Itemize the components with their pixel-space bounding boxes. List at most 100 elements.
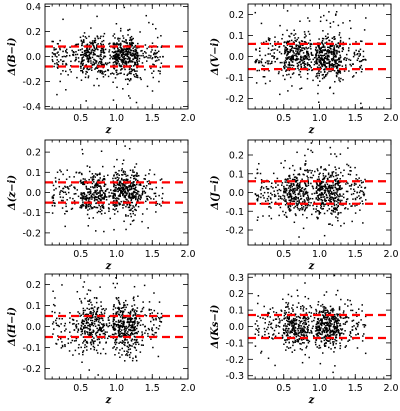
scatter-point bbox=[140, 195, 142, 197]
scatter-point bbox=[85, 205, 87, 207]
scatter-point bbox=[99, 185, 101, 188]
scatter-point bbox=[61, 63, 64, 65]
scatter-point bbox=[80, 179, 82, 182]
scatter-point bbox=[101, 308, 103, 311]
scatter-point bbox=[328, 51, 331, 54]
scatter-point bbox=[338, 58, 341, 60]
scatter-point bbox=[125, 306, 127, 309]
scatter-point bbox=[130, 185, 132, 188]
scatter-point bbox=[286, 184, 288, 186]
scatter-point bbox=[136, 47, 139, 49]
x-tick-label: 2.0 bbox=[383, 113, 398, 124]
scatter-point bbox=[321, 187, 324, 189]
scatter-point bbox=[117, 324, 120, 327]
scatter-point bbox=[104, 352, 107, 355]
scatter-point bbox=[312, 79, 314, 82]
scatter-point bbox=[135, 50, 137, 52]
scatter-point bbox=[315, 61, 318, 63]
scatter-point bbox=[104, 333, 107, 336]
scatter-point bbox=[359, 53, 361, 55]
scatter-point bbox=[288, 73, 290, 76]
scatter-point bbox=[127, 53, 129, 55]
scatter-point bbox=[52, 184, 55, 187]
scatter-point bbox=[56, 317, 58, 320]
scatter-point bbox=[317, 332, 320, 334]
scatter-point bbox=[331, 67, 333, 69]
scatter-point bbox=[337, 180, 339, 182]
scatter-point bbox=[102, 308, 105, 310]
scatter-point bbox=[57, 324, 59, 327]
scatter-point bbox=[133, 328, 135, 331]
scatter-point bbox=[316, 66, 319, 68]
scatter-point bbox=[286, 50, 289, 53]
scatter-point bbox=[262, 194, 264, 197]
scatter-point bbox=[99, 317, 101, 320]
scatter-point bbox=[294, 33, 297, 35]
scatter-point bbox=[286, 10, 289, 12]
scatter-point bbox=[300, 55, 302, 58]
scatter-point bbox=[321, 202, 324, 205]
scatter-point bbox=[113, 199, 115, 202]
scatter-point bbox=[82, 56, 85, 58]
scatter-point bbox=[60, 189, 62, 192]
scatter-point bbox=[53, 189, 55, 191]
scatter-point bbox=[322, 45, 325, 47]
scatter-point bbox=[362, 222, 364, 224]
scatter-point bbox=[134, 57, 136, 60]
scatter-point bbox=[114, 339, 117, 341]
scatter-point bbox=[322, 311, 325, 313]
scatter-point bbox=[312, 54, 314, 56]
scatter-point bbox=[91, 182, 94, 185]
scatter-point bbox=[283, 197, 286, 199]
scatter-point bbox=[329, 185, 331, 187]
scatter-point bbox=[305, 46, 307, 49]
scatter-point bbox=[114, 209, 116, 211]
scatter-point bbox=[102, 57, 105, 59]
scatter-point bbox=[93, 194, 95, 196]
scatter-point bbox=[67, 338, 70, 340]
scatter-point bbox=[257, 334, 260, 336]
scatter-point bbox=[336, 52, 338, 55]
scatter-point bbox=[102, 178, 104, 181]
scatter-point bbox=[113, 319, 115, 321]
scatter-point bbox=[145, 185, 148, 187]
scatter-point bbox=[281, 198, 283, 200]
scatter-point bbox=[302, 194, 305, 197]
scatter-point bbox=[268, 69, 270, 72]
scatter-point bbox=[75, 171, 78, 174]
scatter-point bbox=[329, 174, 332, 177]
scatter-point bbox=[335, 339, 337, 342]
scatter-point bbox=[131, 195, 134, 197]
scatter-point bbox=[302, 52, 305, 54]
scatter-point bbox=[118, 352, 120, 354]
scatter-point bbox=[102, 43, 105, 46]
scatter-point bbox=[295, 202, 298, 204]
scatter-point bbox=[82, 353, 84, 356]
scatter-point bbox=[302, 227, 305, 230]
scatter-point bbox=[336, 182, 339, 185]
scatter-point bbox=[315, 308, 317, 311]
scatter-point bbox=[104, 192, 106, 195]
scatter-point bbox=[112, 99, 115, 101]
scatter-point bbox=[333, 321, 336, 324]
scatter-point bbox=[93, 192, 95, 194]
scatter-point bbox=[125, 185, 127, 188]
scatter-point bbox=[276, 189, 279, 192]
scatter-point bbox=[105, 308, 107, 310]
scatter-point bbox=[100, 44, 103, 46]
scatter-point bbox=[334, 80, 336, 83]
scatter-point bbox=[327, 173, 330, 176]
scatter-point bbox=[136, 332, 138, 335]
scatter-point bbox=[56, 324, 58, 326]
scatter-point bbox=[153, 324, 155, 326]
scatter-point bbox=[88, 166, 91, 168]
scatter-point bbox=[126, 339, 128, 341]
scatter-point bbox=[360, 60, 363, 62]
scatter-point bbox=[131, 322, 134, 324]
scatter-point bbox=[92, 341, 95, 344]
scatter-point bbox=[127, 186, 129, 189]
scatter-point bbox=[53, 205, 56, 207]
scatter-point bbox=[329, 200, 331, 203]
scatter-point bbox=[300, 343, 302, 345]
scatter-point bbox=[363, 333, 365, 335]
